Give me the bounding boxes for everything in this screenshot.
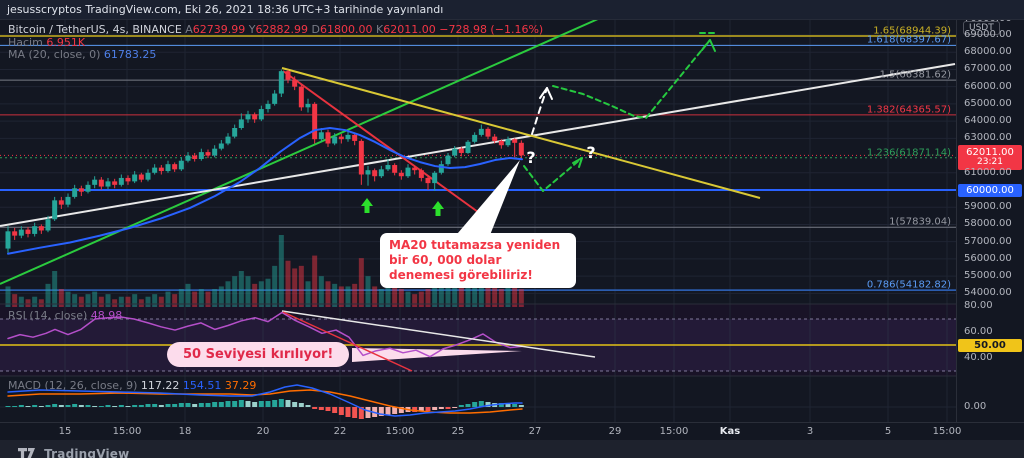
price-scale[interactable] — [956, 20, 1024, 422]
rsi-label[interactable]: RSI (14, close) — [8, 309, 88, 322]
symbol-title[interactable]: Bitcoin / TetherUS, 4s, BINANCE — [8, 23, 182, 36]
macd-label[interactable]: MACD (12, 26, close, 9) — [8, 379, 138, 392]
tradingview-logo[interactable]: TradingView — [18, 443, 129, 458]
footer-bar: TradingView — [0, 440, 1024, 458]
annotation-bubble-ma20[interactable]: MA20 tutamazsa yeniden bir 60, 000 dolar… — [380, 233, 576, 288]
publish-text: jesusscryptos TradingView.com, Eki 26, 2… — [7, 3, 444, 16]
question-mark: ? — [586, 143, 595, 162]
question-mark: ? — [526, 148, 535, 167]
up-arrow-icon — [432, 201, 444, 216]
time-scale[interactable] — [0, 422, 1024, 441]
tradingview-logo-icon — [18, 447, 35, 458]
ma-label[interactable]: MA (20, close, 0) — [8, 48, 101, 61]
annotation-bubble-rsi50[interactable]: 50 Seviyesi kırılıyor! — [167, 342, 350, 367]
publish-bar: jesusscryptos TradingView.com, Eki 26, 2… — [0, 0, 1024, 20]
volume-label[interactable]: Hacim — [8, 36, 43, 49]
footer-brand: TradingView — [44, 446, 130, 458]
up-arrow-icon — [361, 198, 373, 213]
